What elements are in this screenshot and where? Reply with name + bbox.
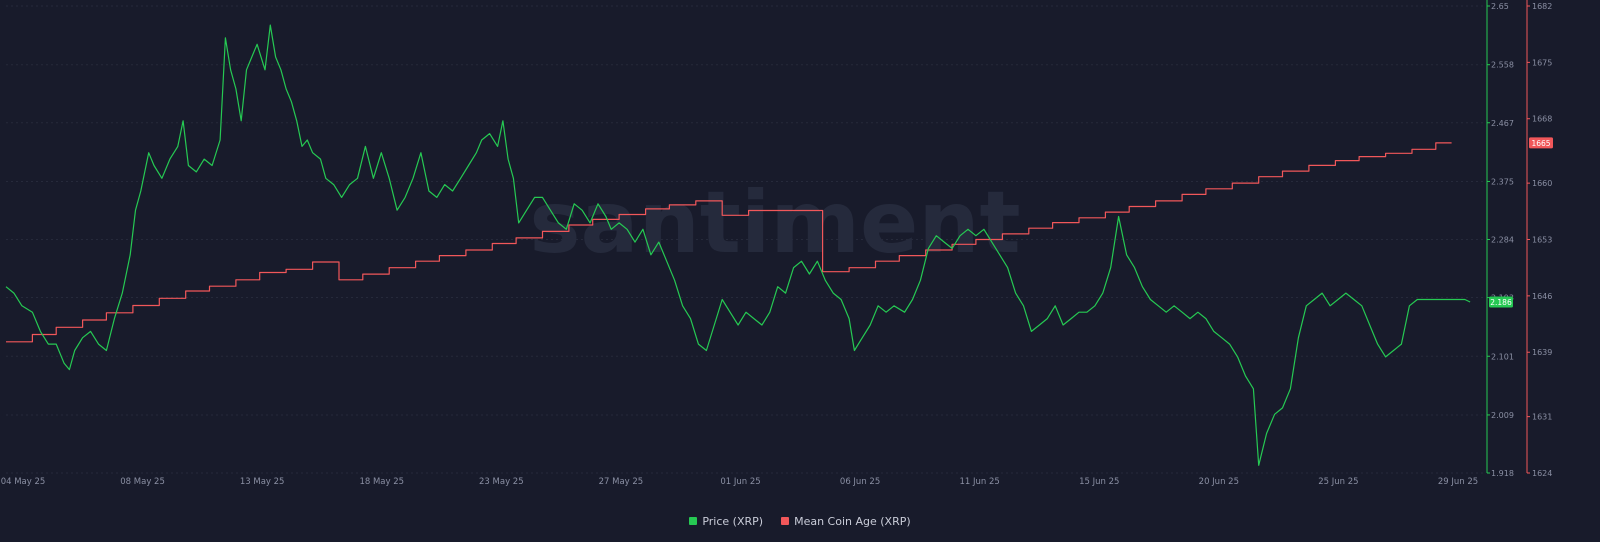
price-tick-label: 1.918 bbox=[1491, 469, 1514, 478]
coin-age-swatch bbox=[781, 517, 790, 525]
price-tick-label: 2.467 bbox=[1491, 119, 1514, 128]
price-axis: 1.9182.0092.1012.1932.2842.3752.4672.558… bbox=[1486, 0, 1514, 478]
coin-age-tick-label: 1639 bbox=[1532, 348, 1552, 357]
x-tick-label: 23 May 25 bbox=[479, 477, 524, 487]
coin-age-tick-label: 1646 bbox=[1532, 292, 1552, 301]
gridlines bbox=[6, 5, 1486, 474]
x-tick-label: 29 Jun 25 bbox=[1438, 477, 1478, 487]
coin-age-tick-label: 1653 bbox=[1532, 236, 1552, 245]
x-tick-label: 13 May 25 bbox=[240, 477, 285, 487]
legend-label-price: Price (XRP) bbox=[702, 514, 764, 528]
x-tick-label: 15 Jun 25 bbox=[1079, 477, 1119, 487]
series-lines bbox=[5, 24, 1471, 466]
coin-age-line bbox=[6, 142, 1452, 343]
legend-label-coin-age: Mean Coin Age (XRP) bbox=[794, 514, 911, 528]
x-tick-label: 04 May 25 bbox=[1, 477, 46, 487]
legend-item-price[interactable]: Price (XRP) bbox=[689, 515, 763, 528]
legend-item-coin-age[interactable]: Mean Coin Age (XRP) bbox=[781, 515, 911, 528]
x-axis: 04 May 25 08 May 25 13 May 25 18 May 25 23 M… bbox=[1, 477, 1478, 487]
price-tick-label: 2.101 bbox=[1491, 352, 1514, 361]
x-tick-label: 20 Jun 25 bbox=[1199, 477, 1239, 487]
coin-age-tick-label: 1668 bbox=[1532, 115, 1552, 124]
price-tick-label: 2.284 bbox=[1491, 236, 1514, 245]
watermark: santiment bbox=[529, 173, 1020, 273]
price-line bbox=[5, 24, 1471, 466]
legend: Price (XRP) Mean Coin Age (XRP) bbox=[0, 513, 1600, 529]
coin-age-tick-label: 1624 bbox=[1532, 469, 1552, 478]
coin-age-last-value-bg bbox=[1529, 137, 1553, 149]
coin-age-tick-label: 1675 bbox=[1532, 58, 1552, 67]
price-last-value-text: 2.186 bbox=[1490, 298, 1512, 307]
x-tick-label: 18 May 25 bbox=[359, 477, 404, 487]
price-tick-label: 2.65 bbox=[1491, 2, 1509, 11]
x-tick-label: 01 Jun 25 bbox=[720, 477, 760, 487]
x-tick-label: 25 Jun 25 bbox=[1318, 477, 1358, 487]
price-last-value-bg bbox=[1489, 296, 1513, 308]
x-tick-label: 11 Jun 25 bbox=[960, 477, 1000, 487]
price-tick-label: 2.558 bbox=[1491, 61, 1514, 70]
coin-age-axis: 1624 1631 1639 1646 1653 1660 1668 1675 1682 bbox=[1526, 0, 1552, 478]
price-tick-label: 2.009 bbox=[1491, 411, 1514, 420]
last-value-badges: 2.186 1665 bbox=[1489, 137, 1553, 308]
x-tick-label: 27 May 25 bbox=[599, 477, 644, 487]
price-tick-label: 2.375 bbox=[1491, 177, 1514, 186]
coin-age-tick-label: 1682 bbox=[1532, 2, 1552, 11]
coin-age-tick-label: 1631 bbox=[1532, 413, 1552, 422]
coin-age-tick-label: 1660 bbox=[1532, 179, 1552, 188]
price-swatch bbox=[689, 517, 698, 525]
x-tick-label: 08 May 25 bbox=[120, 477, 165, 487]
coin-age-last-value-text: 1665 bbox=[1531, 139, 1550, 148]
x-tick-label: 06 Jun 25 bbox=[840, 477, 880, 487]
